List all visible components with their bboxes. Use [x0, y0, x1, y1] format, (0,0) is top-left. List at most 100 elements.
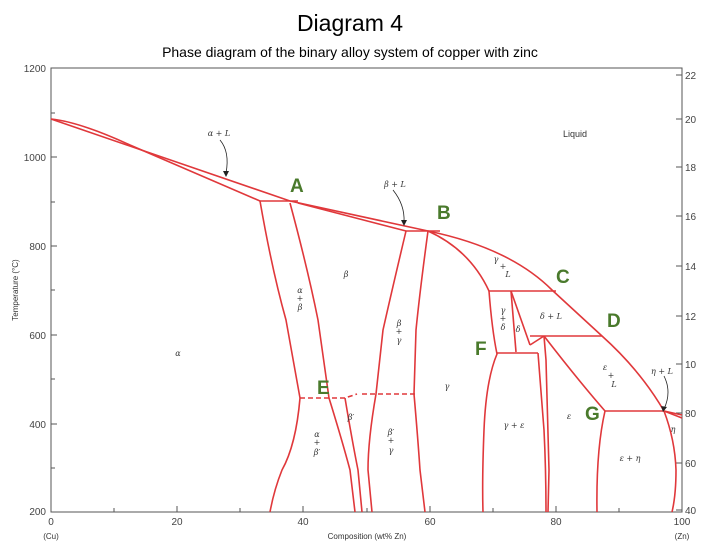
- label-beta-prime: β′: [347, 413, 355, 422]
- label-delta-L: δ + L: [540, 312, 562, 321]
- label-delta: δ: [516, 325, 521, 334]
- right-tick-16: 16: [685, 212, 697, 223]
- label-betaprime-gamma-1: β′: [387, 428, 395, 437]
- label-alpha-beta-2: +: [297, 294, 304, 303]
- label-beta-L: β + L: [383, 180, 406, 189]
- label-gamma-delta-1: γ: [501, 306, 506, 315]
- liquidus-curve: [50, 118, 683, 419]
- y-tick-marks: [50, 67, 683, 512]
- label-alpha-betaprime: α + β′: [313, 430, 321, 457]
- eta-L-arrow: [663, 375, 669, 410]
- arrowheads: [223, 171, 667, 412]
- x-tick-80: 80: [550, 517, 562, 528]
- label-eps-L-2: +: [608, 371, 615, 380]
- delta-right-boundary: [510, 290, 531, 346]
- label-eps-eta: ε + η: [620, 454, 641, 463]
- right-tick-12: 12: [685, 312, 697, 323]
- delta-eutectoid-line: [529, 335, 545, 346]
- label-gamma-L: γ + L: [494, 255, 511, 279]
- x-tick-0: 0: [48, 517, 54, 528]
- beta-prime-boundary: [344, 397, 363, 513]
- label-alpha-betaprime-3: β′: [313, 448, 321, 457]
- right-tick-14: 14: [685, 262, 697, 273]
- right-tick-10: 10: [685, 360, 697, 371]
- y-tick-1200: 1200: [24, 64, 47, 75]
- label-eps-L: ε + L: [603, 363, 617, 389]
- label-gamma: γ: [445, 382, 450, 391]
- label-epsilon: ε: [567, 412, 571, 421]
- label-alpha-beta: α + β: [297, 286, 304, 312]
- label-gamma-L-2: +: [500, 262, 507, 271]
- alpha-L-arrowhead: [223, 171, 229, 177]
- right-tick-80: 80: [685, 409, 697, 420]
- x-axis-cu-end: (Cu): [43, 532, 59, 541]
- label-beta-gamma-3: γ: [397, 336, 402, 345]
- label-alpha: α: [175, 349, 181, 358]
- beta-right-boundary: [367, 230, 407, 513]
- y-tick-400: 400: [29, 420, 46, 431]
- label-eta: η: [671, 425, 676, 434]
- gamma-right-boundary: [481, 290, 498, 513]
- epsilon-right-boundary: [543, 335, 606, 513]
- alpha-solidus: [50, 118, 261, 202]
- label-betaprime-gamma: β′ + γ: [387, 428, 395, 455]
- right-tick-18: 18: [685, 163, 697, 174]
- y-tick-600: 600: [29, 331, 46, 342]
- phase-boundaries: [50, 118, 683, 513]
- label-alpha-betaprime-1: α: [314, 430, 320, 439]
- right-tick-60: 60: [685, 459, 697, 470]
- y-tick-200: 200: [29, 507, 46, 518]
- label-eps-L-3: L: [610, 380, 616, 389]
- y-tick-800: 800: [29, 242, 46, 253]
- beta-L-arrow: [392, 189, 405, 223]
- epsilon-left-boundary: [543, 335, 550, 513]
- diagram-title: Diagram 4: [296, 10, 404, 36]
- label-beta-gamma-1: β: [396, 319, 402, 328]
- y-tick-1000: 1000: [24, 153, 47, 164]
- label-gamma-delta: γ + δ: [500, 306, 507, 332]
- gamma-eps-boundary: [537, 352, 547, 513]
- delta-left-boundary: [510, 290, 517, 353]
- x-tick-20: 20: [171, 517, 183, 528]
- x-axis-label: Composition (wt% Zn): [328, 532, 407, 541]
- right-tick-22: 22: [685, 71, 697, 82]
- beta-left-boundary: [289, 202, 356, 513]
- x-tick-40: 40: [297, 517, 309, 528]
- label-liquid: Liquid: [563, 129, 587, 139]
- label-beta: β: [343, 270, 349, 279]
- label-alpha-betaprime-2: +: [314, 438, 321, 447]
- label-gamma-L-1: γ: [494, 255, 499, 264]
- label-gamma-eps: γ + ε: [504, 421, 525, 430]
- diagram-subtitle: Phase diagram of the binary alloy system…: [162, 44, 538, 60]
- label-beta-gamma-2: +: [396, 327, 403, 336]
- y-axis-label: Temperature (°C): [11, 259, 20, 321]
- eta-liquidus: [663, 410, 683, 416]
- label-alpha-beta-3: β: [297, 303, 303, 312]
- marker-E: E: [317, 378, 330, 399]
- plot-frame: [50, 67, 683, 513]
- label-beta-gamma: β + γ: [396, 319, 403, 345]
- x-tick-100: 100: [674, 517, 691, 528]
- marker-C: C: [556, 267, 570, 288]
- label-alpha-beta-1: α: [297, 286, 303, 295]
- marker-D: D: [607, 311, 621, 332]
- eta-solvus: [663, 410, 677, 513]
- label-eps-L-1: ε: [603, 363, 607, 372]
- gamma-left-boundary: [413, 230, 429, 513]
- beta-L-arrowhead: [401, 220, 407, 226]
- marker-A: A: [290, 176, 304, 197]
- label-gamma-L-3: L: [504, 270, 510, 279]
- beta-solidus: [297, 202, 407, 232]
- right-tick-20: 20: [685, 115, 697, 126]
- label-gamma-delta-2: +: [500, 314, 507, 323]
- alpha-L-arrow: [219, 139, 228, 174]
- x-tick-60: 60: [424, 517, 436, 528]
- label-alpha-L: α + L: [208, 129, 231, 138]
- label-eta-L: η + L: [651, 367, 673, 376]
- eta-L-arrowhead: [661, 406, 667, 412]
- annotation-arrows: [219, 139, 669, 410]
- alpha-solvus: [259, 200, 301, 513]
- label-betaprime-gamma-2: +: [388, 436, 395, 445]
- marker-B: B: [437, 203, 451, 224]
